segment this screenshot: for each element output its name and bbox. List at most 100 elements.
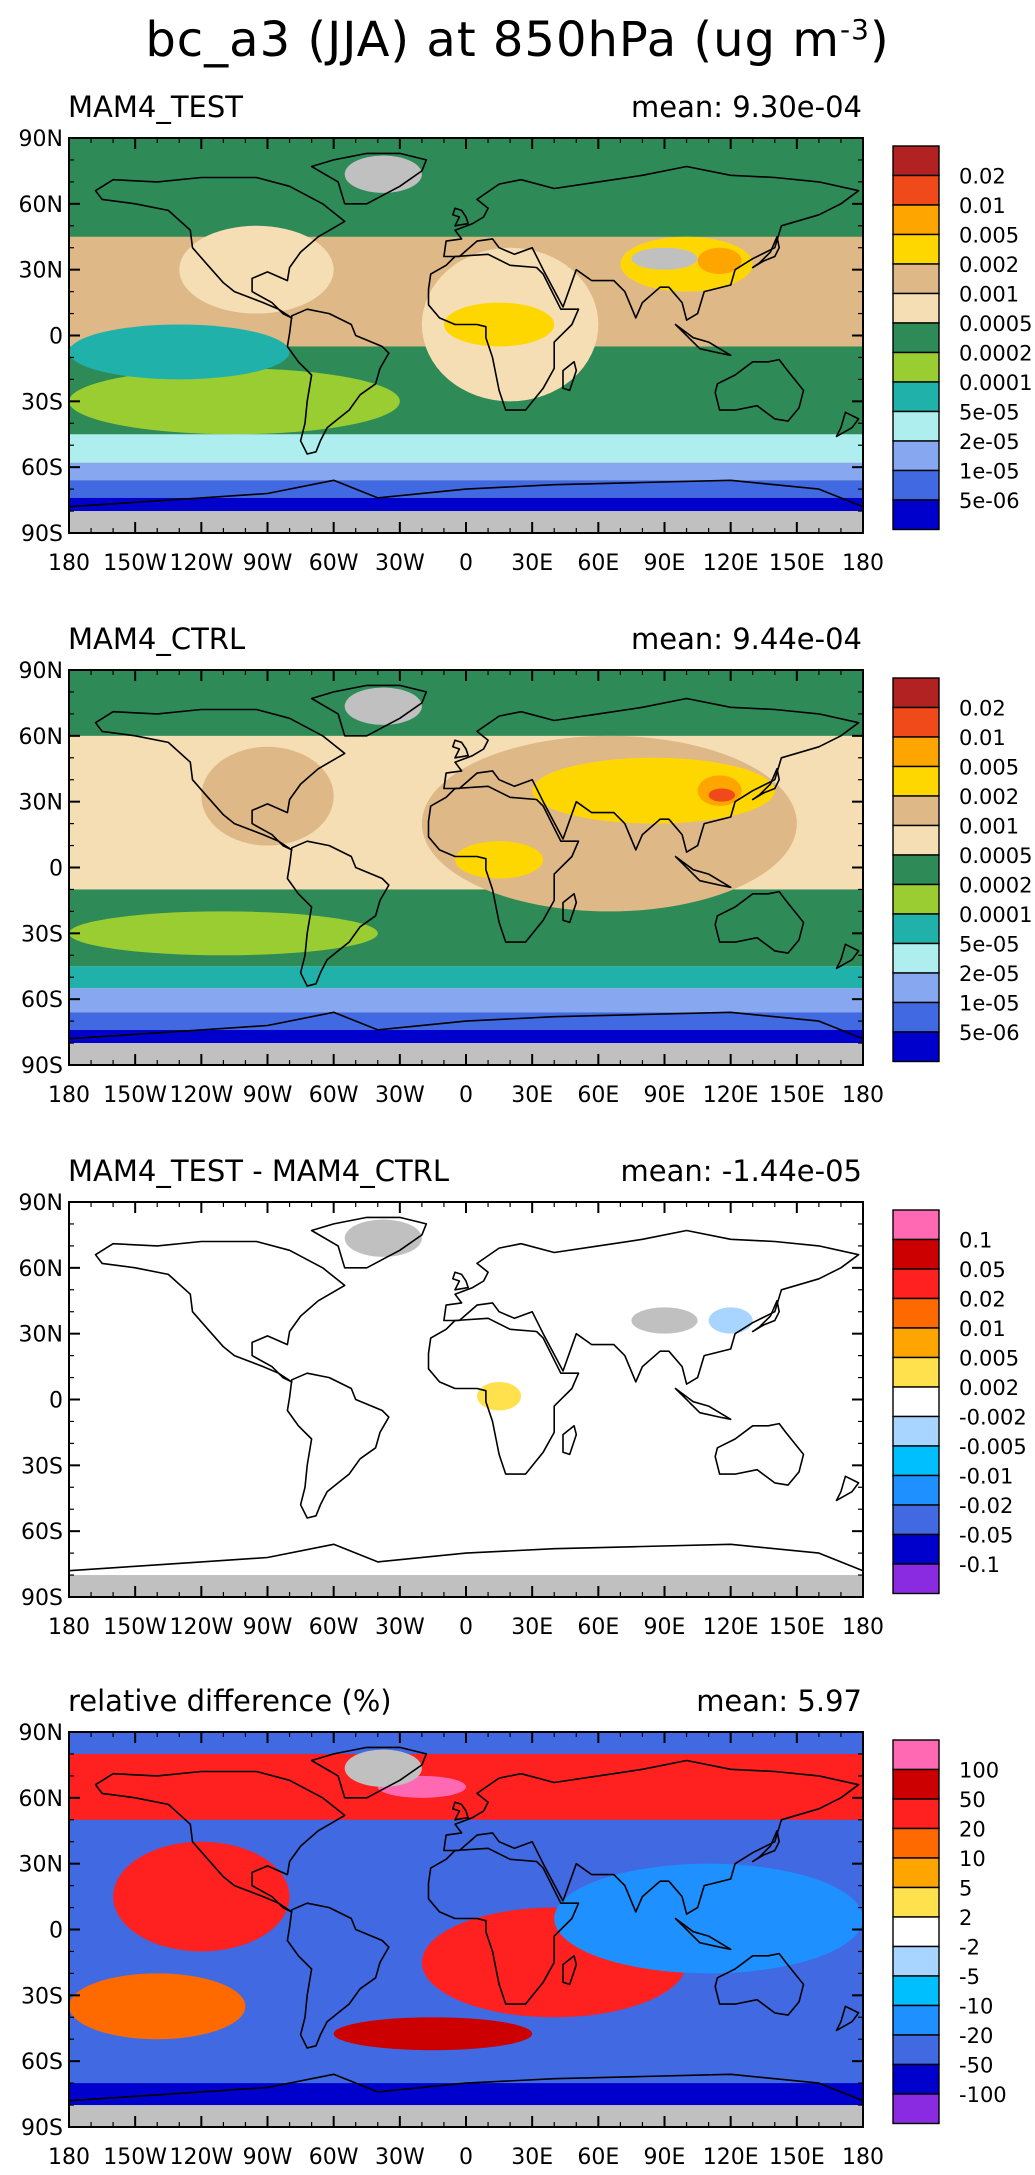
lon-tick-label: 90W — [243, 551, 293, 576]
colorbar-swatch — [892, 1945, 940, 1977]
colorbar-label: 5e-06 — [959, 489, 1020, 513]
colorbar-swatch — [892, 1827, 940, 1859]
colorbar-2: 0.02 0.01 0.005 0.002 0.001 0.0005 0.0002 0.000… — [892, 677, 1032, 1063]
map-background — [69, 1202, 863, 1597]
coastline-australia — [714, 358, 805, 422]
colorbar-4: 100 50 20 10 5 2 -2 -5 -10 -20 -50 -100 — [892, 1739, 1007, 2125]
lat-tick-label: 90N — [19, 1721, 63, 1746]
map-field — [69, 1202, 863, 1597]
coastline-africa — [427, 785, 580, 943]
lon-tick-label: 150W — [103, 1083, 167, 1108]
lon-tick-label: 120W — [169, 1615, 233, 1640]
lon-tick-label: 150W — [103, 2145, 167, 2170]
contour-band — [69, 138, 863, 237]
colorbar-label: -10 — [959, 1995, 993, 2019]
lat-tick-label: 60S — [21, 1520, 63, 1545]
colorbar-label: -100 — [959, 2083, 1007, 2107]
lon-tick-label: 90E — [644, 2145, 686, 2170]
colorbar-label: 50 — [959, 1788, 986, 1812]
lon-tick-label: 30E — [511, 1083, 553, 1108]
coastline-north-america — [94, 1240, 346, 1383]
lon-tick-label: 60W — [309, 1615, 359, 1640]
lon-tick-label: 30W — [375, 1083, 425, 1108]
lat-tick-label: 0 — [49, 1919, 63, 1944]
lon-tick-label: 180 — [48, 1083, 90, 1108]
lat-tick-label: 30N — [19, 259, 63, 284]
colorbar-swatch — [892, 1504, 940, 1536]
colorbar-swatch — [892, 1857, 940, 1889]
lon-tick-label: 90E — [644, 1083, 686, 1108]
coastline-japan — [751, 767, 781, 801]
contour-region — [333, 2017, 533, 2051]
contour-band — [69, 1029, 863, 1044]
coastline-madagascar — [562, 892, 578, 924]
colorbar-swatch — [892, 145, 940, 177]
lon-tick-label: 30W — [375, 2145, 425, 2170]
colorbar-swatch — [892, 1327, 940, 1359]
lat-tick-label: 90S — [21, 1586, 63, 1611]
coastline-north-america — [94, 708, 346, 851]
colorbar-label: 2e-05 — [959, 962, 1020, 986]
colorbar-swatch — [892, 2004, 940, 2036]
colorbar-swatch — [892, 410, 940, 442]
contour-region — [532, 757, 775, 824]
lon-tick-label: 120E — [703, 2145, 759, 2170]
coastline-greenland — [310, 152, 428, 205]
lat-tick-label: 60N — [19, 725, 63, 750]
colorbar-swatch — [892, 1445, 940, 1477]
lon-tick-label: 60E — [577, 1083, 619, 1108]
lon-tick-label: 150E — [769, 2145, 825, 2170]
contour-region — [554, 1863, 863, 1974]
colorbar-label: 0.0002 — [959, 342, 1032, 366]
lat-tick-label: 60N — [19, 193, 63, 218]
colorbar-label: -0.005 — [959, 1435, 1027, 1459]
title-exponent: -3 — [840, 13, 870, 46]
contour-band — [69, 988, 863, 1013]
coastline-indonesia — [674, 323, 732, 357]
colorbar-swatch — [892, 1356, 940, 1388]
contour-band — [69, 434, 863, 463]
contour-band — [69, 497, 863, 512]
lon-tick-label: 0 — [459, 2145, 473, 2170]
contour-region — [344, 155, 422, 193]
lat-tick-label: 60S — [21, 456, 63, 481]
colorbar-swatch — [892, 1268, 940, 1300]
figure-title: bc_a3 (JJA) at 850hPa (ug m-3) — [0, 0, 1035, 70]
lon-tick-label: 30W — [375, 1615, 425, 1640]
colorbar-label: 0.005 — [959, 1347, 1019, 1371]
coastline-antarctica — [69, 479, 863, 533]
lon-tick-label: 150E — [769, 1615, 825, 1640]
colorbar-label: 0.001 — [959, 815, 1019, 839]
colorbar-label: -0.002 — [959, 1406, 1027, 1430]
lon-tick-label: 120W — [169, 2145, 233, 2170]
contour-region — [708, 1307, 753, 1334]
contour-region — [69, 1973, 246, 2040]
colorbar-label: 0.05 — [959, 1258, 1006, 1282]
lon-tick-label: 90E — [644, 551, 686, 576]
lat-tick-label: 60S — [21, 988, 63, 1013]
coastline-australia — [714, 1422, 805, 1486]
colorbar-label: -20 — [959, 2024, 993, 2048]
contour-region — [344, 687, 422, 725]
coastline-japan — [751, 1300, 781, 1333]
lon-tick-label: 150W — [103, 551, 167, 576]
coastline-japan — [751, 1830, 781, 1863]
colorbar-swatch — [892, 1975, 940, 2007]
colorbar-label: 0.01 — [959, 1317, 1006, 1341]
lon-tick-label: 180 — [48, 2145, 90, 2170]
lon-tick-label: 60W — [309, 551, 359, 576]
coastline-uk — [451, 1271, 470, 1291]
colorbar-label: -2 — [959, 1936, 980, 1960]
lon-tick-label: 120E — [703, 1615, 759, 1640]
colorbar-swatch — [892, 1386, 940, 1418]
lat-tick-label: 0 — [49, 325, 63, 350]
colorbar-swatch — [892, 204, 940, 236]
colorbar-swatch — [892, 1916, 940, 1948]
lon-tick-label: 180 — [842, 551, 884, 576]
colorbar-label: 0.001 — [959, 283, 1019, 307]
colorbar-1: 0.02 0.01 0.005 0.002 0.001 0.0005 0.0002 0.000… — [892, 145, 1032, 531]
lon-tick-label: 60W — [309, 1083, 359, 1108]
colorbar-swatch — [892, 440, 940, 472]
colorbar-label: 0.02 — [959, 165, 1006, 189]
coastline-antarctica — [69, 1543, 863, 1597]
